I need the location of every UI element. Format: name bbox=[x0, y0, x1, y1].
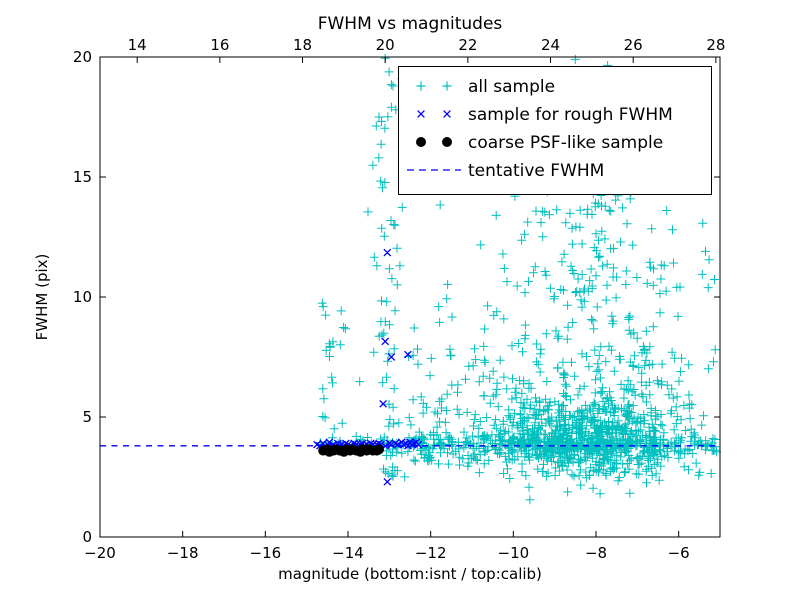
legend-plus-marker bbox=[416, 81, 426, 91]
x-bottom-tick-label: −6 bbox=[668, 544, 690, 562]
legend-dot-marker bbox=[416, 137, 426, 147]
legend-x-marker bbox=[443, 110, 451, 118]
x-bottom-tick-label: −16 bbox=[250, 544, 282, 562]
legend-x-marker bbox=[417, 110, 425, 118]
x-top-tick-label: 16 bbox=[210, 36, 229, 54]
chart-title: FWHM vs magnitudes bbox=[318, 14, 503, 34]
legend-label: tentative FWHM bbox=[468, 161, 604, 181]
legend: all sample sample for rough FWHM coarse PS… bbox=[398, 66, 712, 195]
y-tick-label: 5 bbox=[82, 408, 92, 426]
y-tick-label: 10 bbox=[73, 288, 92, 306]
legend-box bbox=[398, 66, 712, 195]
x-top-tick-label: 26 bbox=[624, 36, 643, 54]
x-top-tick-label: 28 bbox=[706, 36, 725, 54]
legend-label: all sample bbox=[468, 77, 555, 97]
legend-label: sample for rough FWHM bbox=[468, 105, 673, 125]
x-bottom-tick-label: −14 bbox=[332, 544, 364, 562]
x-top-tick-label: 18 bbox=[293, 36, 312, 54]
y-axis-label: FWHM (pix) bbox=[33, 254, 51, 341]
x-bottom-tick-label: −8 bbox=[585, 544, 607, 562]
x-bottom-tick-label: −18 bbox=[167, 544, 199, 562]
x-bottom-tick-label: −12 bbox=[415, 544, 447, 562]
legend-dot-marker bbox=[442, 137, 452, 147]
x-axis-label: magnitude (bottom:isnt / top:calib) bbox=[278, 565, 542, 583]
legend-label: coarse PSF-like sample bbox=[468, 133, 663, 153]
x-top-tick-label: 14 bbox=[128, 36, 147, 54]
x-top-tick-label: 20 bbox=[376, 36, 395, 54]
x-bottom-tick-label: −10 bbox=[498, 544, 530, 562]
psf-like-point bbox=[374, 444, 384, 455]
x-top-tick-label: 24 bbox=[541, 36, 560, 54]
psf-like-points-layer bbox=[318, 444, 384, 457]
axes-frame-layer: −20 −18 −16 −14 −12 −10 −8 −6 14 16 18 20 22 24 26 28 0 5… bbox=[73, 36, 726, 562]
x-bottom-tick-label: −20 bbox=[84, 544, 116, 562]
y-tick-label: 20 bbox=[73, 48, 92, 66]
x-top-tick-label: 22 bbox=[458, 36, 477, 54]
legend-plus-marker bbox=[442, 81, 452, 91]
y-tick-label: 0 bbox=[82, 528, 92, 546]
y-tick-label: 15 bbox=[73, 168, 92, 186]
all-sample-points bbox=[315, 53, 722, 505]
